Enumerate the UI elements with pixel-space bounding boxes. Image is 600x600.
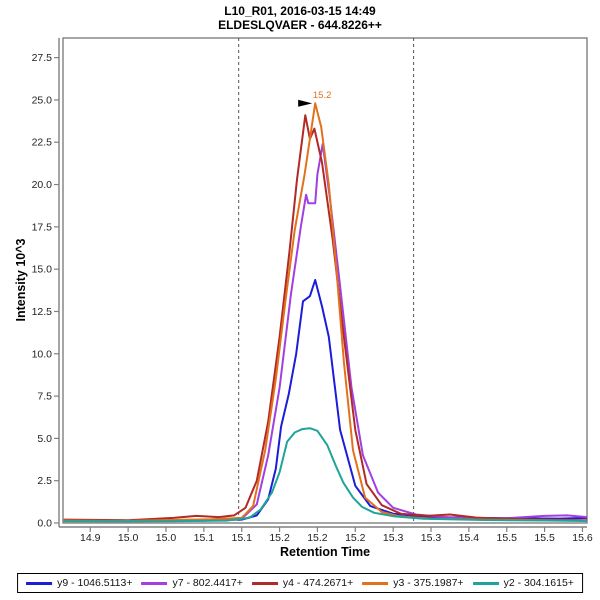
legend-label-y4: y4 - 474.2671+ — [282, 577, 354, 589]
legend: y9 - 1046.5113+ y7 - 802.4417+ y4 - 474.26… — [17, 573, 583, 593]
x-tick-label: 15.4 — [459, 532, 480, 544]
x-tick-label: 15.0 — [156, 532, 177, 544]
legend-item-y4: y4 - 474.2671+ — [251, 577, 354, 589]
legend-swatch-y2 — [472, 581, 499, 585]
legend-swatch-y4 — [251, 581, 278, 585]
legend-item-y7: y7 - 802.4417+ — [141, 577, 243, 589]
legend-item-y3: y3 - 375.1987+ — [362, 577, 464, 589]
chart-title-block: L10_R01, 2016-03-15 14:49 ELDESLQVAER - … — [0, 4, 600, 32]
chromatogram-canvas[interactable]: 14.9 15.0 15.0 15.1 15.1 15.2 15.2 15.2 15.3 15.3… — [0, 0, 600, 568]
y-tick-label: 25.0 — [32, 94, 53, 106]
y-tick-label: 5.0 — [37, 433, 52, 445]
legend-swatch-y3 — [362, 581, 389, 585]
legend-label-y3: y3 - 375.1987+ — [393, 577, 464, 589]
x-tick-label: 15.2 — [345, 532, 366, 544]
x-tick-label: 15.6 — [572, 532, 593, 544]
legend-swatch-y9 — [26, 581, 53, 585]
legend-item-y2: y2 - 304.1615+ — [472, 577, 574, 589]
x-tick-label: 15.2 — [269, 532, 290, 544]
legend-label-y2: y2 - 304.1615+ — [503, 577, 574, 589]
x-tick-label: 15.0 — [118, 532, 139, 544]
plot-area[interactable] — [63, 38, 587, 523]
x-tick-label: 15.1 — [194, 532, 215, 544]
legend-swatch-y7 — [141, 581, 168, 585]
x-axis-title: Retention Time — [279, 545, 371, 559]
x-tick-label: 15.3 — [421, 532, 442, 544]
chart-title-line1: L10_R01, 2016-03-15 14:49 — [224, 4, 376, 18]
series-curve-y7 — [63, 142, 588, 523]
x-tick-label: 15.3 — [383, 532, 404, 544]
x-tick-label: 15.2 — [307, 532, 328, 544]
y-tick-label: 17.5 — [32, 221, 53, 233]
chart-title-line2: ELDESLQVAER - 644.8226++ — [218, 18, 382, 32]
y-axis-title: Intensity 10^3 — [14, 238, 28, 322]
series-curve-y2 — [63, 427, 588, 523]
peak-pointer-arrow-icon — [298, 99, 313, 107]
y-tick-label: 10.0 — [32, 348, 53, 360]
x-tick-label: 15.5 — [497, 532, 518, 544]
x-tick-label: 15.1 — [231, 532, 252, 544]
plot-border — [62, 37, 588, 524]
y-tick-label: 15.0 — [32, 264, 53, 276]
peak-annotation-label: 15.2 — [313, 90, 332, 101]
legend-item-y9: y9 - 1046.5113+ — [26, 577, 132, 589]
y-tick-label: 7.5 — [37, 391, 52, 403]
y-tick-label: 20.0 — [32, 179, 53, 191]
y-tick-label: 27.5 — [32, 52, 53, 64]
legend-label-y7: y7 - 802.4417+ — [172, 577, 243, 589]
y-tick-label: 12.5 — [32, 306, 53, 318]
y-tick-label: 2.5 — [37, 475, 52, 487]
x-tick-label: 14.9 — [80, 532, 101, 544]
y-tick-label: 22.5 — [32, 137, 53, 149]
y-tick-label: 0.0 — [37, 518, 52, 530]
x-tick-label: 15.5 — [534, 532, 555, 544]
legend-label-y9: y9 - 1046.5113+ — [57, 577, 133, 589]
